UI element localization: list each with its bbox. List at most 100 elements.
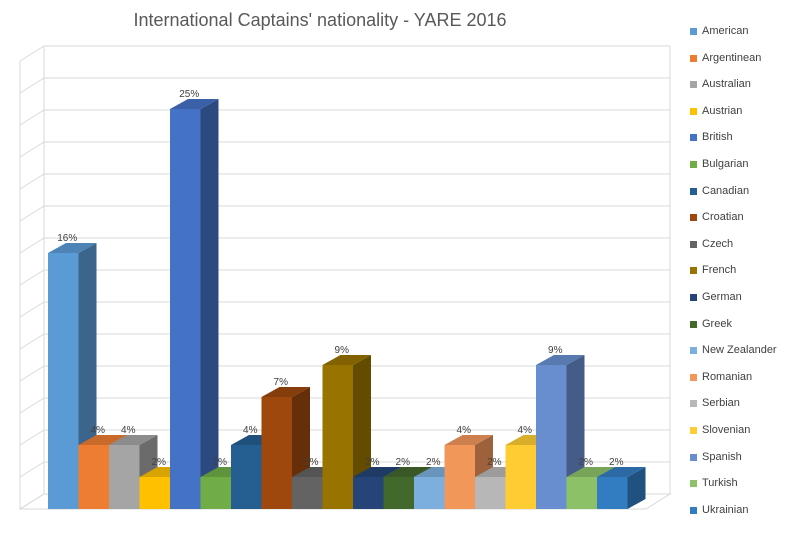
bar-romanian — [444, 445, 475, 509]
side-gridline — [19, 461, 45, 478]
legend-item: Turkish — [690, 476, 796, 503]
legend-swatch — [690, 240, 697, 248]
legend-label: Croatian — [702, 211, 744, 224]
bar-german — [353, 477, 384, 509]
legend-item: Croatian — [690, 210, 796, 237]
legend-item: Canadian — [690, 184, 796, 211]
legend-item: Ukrainian — [690, 503, 796, 530]
data-label: 9% — [548, 345, 563, 356]
bar-serbian — [475, 477, 506, 509]
legend-item: Serbian — [690, 396, 796, 423]
legend-label: Spanish — [702, 450, 742, 463]
legend-label: Slovenian — [702, 423, 751, 436]
data-label: 2% — [304, 457, 319, 468]
bar-austrian — [139, 477, 170, 509]
data-label: 4% — [518, 425, 533, 436]
bar-top-greek — [383, 467, 432, 477]
legend-swatch — [690, 453, 697, 461]
bar-slovenian — [505, 445, 536, 509]
bar-side-ukrainian — [627, 467, 646, 509]
bar-australian — [109, 445, 140, 509]
legend-item: Greek — [690, 317, 796, 344]
bar-argentinean — [78, 445, 109, 509]
legend-item: American — [690, 24, 796, 51]
legend-label: German — [702, 290, 742, 303]
legend-label: Romanian — [702, 370, 753, 383]
data-label: 2% — [426, 457, 441, 468]
legend-swatch — [690, 480, 697, 488]
bar-greek — [383, 477, 414, 509]
side-gridline — [19, 269, 45, 286]
legend-swatch — [690, 373, 697, 381]
data-label: 2% — [487, 457, 502, 468]
bar-top-argentinean — [78, 435, 127, 445]
legend-swatch — [690, 293, 697, 301]
data-label: 7% — [274, 377, 289, 388]
bar-croatian — [261, 397, 292, 509]
side-gridline — [19, 141, 45, 158]
legend-label: French — [702, 264, 737, 277]
bar-czech — [292, 477, 323, 509]
bar-top-british — [170, 99, 219, 109]
data-label: 2% — [213, 457, 228, 468]
bar-ukrainian — [597, 477, 628, 509]
legend-label: Bulgarian — [702, 157, 749, 170]
bar-top-german — [353, 467, 402, 477]
bar-spanish — [536, 365, 567, 509]
bar-top-spanish — [536, 355, 585, 365]
legend-label: Argentinean — [702, 51, 762, 64]
legend-item: Argentinean — [690, 51, 796, 78]
side-gridline — [19, 45, 45, 62]
legend-swatch — [690, 347, 697, 355]
legend-item: Czech — [690, 237, 796, 264]
legend-label: New Zealander — [702, 344, 777, 357]
bar-top-croatian — [261, 387, 310, 397]
legend-item: German — [690, 290, 796, 317]
legend-swatch — [690, 267, 697, 275]
data-label: 25% — [179, 89, 199, 100]
side-gridline — [19, 237, 45, 254]
legend-label: Serbian — [702, 397, 740, 410]
legend-item: New Zealander — [690, 343, 796, 370]
legend-swatch — [690, 107, 697, 115]
data-label: 16% — [57, 233, 77, 244]
legend-label: British — [702, 131, 733, 144]
bar-top-turkish — [566, 467, 615, 477]
legend-item: Austrian — [690, 104, 796, 131]
legend-swatch — [690, 54, 697, 62]
legend-item: Romanian — [690, 370, 796, 397]
legend-item: Australian — [690, 77, 796, 104]
side-gridline — [19, 301, 45, 318]
bar-turkish — [566, 477, 597, 509]
legend-label: Canadian — [702, 184, 750, 197]
side-gridline — [19, 173, 45, 190]
data-label: 4% — [243, 425, 258, 436]
legend-label: Australian — [702, 78, 751, 91]
data-label: 2% — [609, 457, 624, 468]
legend-swatch — [690, 187, 697, 195]
side-gridline — [19, 397, 45, 414]
legend-item: Spanish — [690, 450, 796, 477]
legend-label: Czech — [702, 237, 734, 250]
data-label: 4% — [91, 425, 106, 436]
legend-label: Turkish — [702, 477, 738, 490]
legend-swatch — [690, 134, 697, 142]
legend-swatch — [690, 320, 697, 328]
data-label: 9% — [335, 345, 350, 356]
legend-swatch — [690, 400, 697, 408]
chart-title: International Captains' nationality - YA… — [133, 10, 507, 30]
data-label: 2% — [152, 457, 167, 468]
bar-american — [48, 253, 79, 509]
bar-british — [170, 109, 201, 509]
data-label: 2% — [396, 457, 411, 468]
side-gridline — [19, 205, 45, 222]
legend-swatch — [690, 214, 697, 222]
bar-new-zealander — [414, 477, 445, 509]
side-gridline — [19, 365, 45, 382]
bar-top-australian — [109, 435, 158, 445]
chart-legend: American Argentinean Australian Austrian Bri… — [690, 24, 796, 529]
bar-bulgarian — [200, 477, 231, 509]
data-label: 2% — [579, 457, 594, 468]
bar-top-french — [322, 355, 371, 365]
